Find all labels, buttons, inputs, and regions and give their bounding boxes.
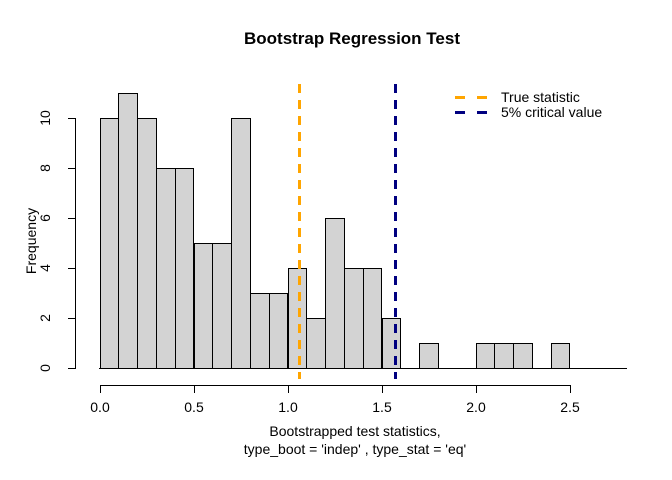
x-tick xyxy=(382,385,383,393)
x-tick xyxy=(100,385,101,393)
histogram-bar xyxy=(137,118,157,369)
legend-dashed-line-sample xyxy=(455,111,489,114)
histogram-bar xyxy=(118,93,139,369)
histogram-bar xyxy=(494,343,515,369)
histogram-bar xyxy=(419,343,439,369)
x-tick-label: 2.0 xyxy=(466,399,486,415)
x-tick-label: 2.5 xyxy=(560,399,580,415)
x-tick xyxy=(288,385,289,393)
x-axis-line xyxy=(100,385,571,386)
y-axis-line xyxy=(75,118,76,369)
chart-title: Bootstrap Regression Test xyxy=(243,29,460,48)
x-axis-title-line2: type_boot = 'indep' , type_stat = 'eq' xyxy=(243,441,467,457)
x-tick xyxy=(570,385,571,393)
y-tick xyxy=(68,268,75,269)
histogram-bar xyxy=(193,243,214,369)
vline-5-critical-value xyxy=(393,84,397,379)
x-tick xyxy=(194,385,195,393)
y-tick-label: 10 xyxy=(37,110,53,126)
histogram-bar xyxy=(231,118,251,369)
y-tick xyxy=(68,168,75,169)
y-tick xyxy=(68,118,75,119)
histogram-bar xyxy=(268,293,289,369)
histogram-bar xyxy=(306,318,327,369)
x-axis-title-line1: Bootstrapped test statistics, xyxy=(269,423,441,439)
histogram-bar xyxy=(513,343,533,369)
histogram-bar xyxy=(475,343,496,369)
histogram-bar xyxy=(155,168,176,369)
histogram-bar xyxy=(343,268,364,369)
x-tick-label: 1.5 xyxy=(372,399,392,415)
y-tick xyxy=(68,368,75,369)
histogram-bar xyxy=(325,218,345,369)
x-tick-label: 0.0 xyxy=(90,399,110,415)
x-tick xyxy=(476,385,477,393)
x-tick-label: 1.0 xyxy=(278,399,298,415)
legend-entry-5-critical-value: 5% critical value xyxy=(455,105,602,120)
y-tick-label: 2 xyxy=(37,314,53,322)
plot-baseline xyxy=(99,368,627,369)
histogram-bar xyxy=(174,168,195,369)
legend-entry-label: 5% critical value xyxy=(501,104,603,120)
y-tick xyxy=(68,218,75,219)
vline-true-statistic xyxy=(297,84,301,379)
legend-entry-label: True statistic xyxy=(501,89,580,105)
legend-entry-true-statistic: True statistic xyxy=(455,90,602,105)
y-tick-label: 8 xyxy=(37,164,53,172)
y-tick-label: 6 xyxy=(37,214,53,222)
y-tick-label: 4 xyxy=(37,264,53,272)
y-tick xyxy=(68,318,75,319)
histogram-bar xyxy=(99,118,120,369)
legend-dashed-line-sample xyxy=(455,96,489,99)
histogram-bar xyxy=(249,293,270,369)
x-tick-label: 0.5 xyxy=(184,399,204,415)
histogram-bar xyxy=(381,318,402,369)
histogram-bar xyxy=(212,243,233,369)
histogram-bar xyxy=(362,268,383,369)
histogram-bar xyxy=(550,343,571,369)
y-tick-label: 0 xyxy=(37,364,53,372)
legend: True statistic 5% critical value xyxy=(455,90,602,120)
